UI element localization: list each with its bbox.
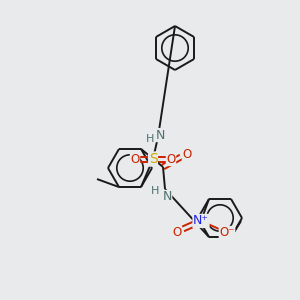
Text: N: N — [162, 190, 172, 203]
Text: H: H — [151, 186, 159, 196]
Text: O: O — [172, 226, 182, 239]
Text: S: S — [148, 152, 158, 166]
Text: O: O — [130, 153, 140, 166]
Text: N⁺: N⁺ — [193, 214, 209, 227]
Text: O: O — [167, 153, 176, 166]
Text: O⁻: O⁻ — [219, 226, 235, 239]
Text: O: O — [182, 148, 192, 161]
Text: N: N — [155, 129, 165, 142]
Text: H: H — [146, 134, 154, 144]
